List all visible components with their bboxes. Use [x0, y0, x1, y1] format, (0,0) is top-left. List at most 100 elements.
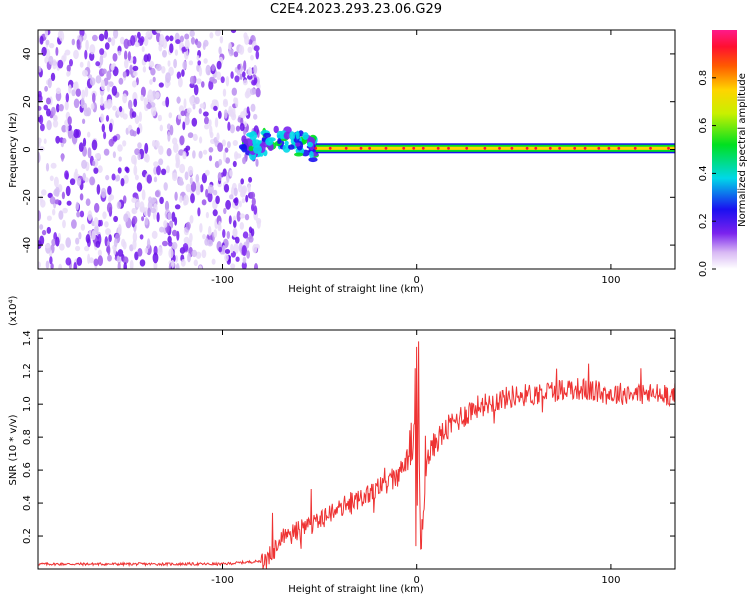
- noise-mark: [141, 216, 145, 222]
- noise-mark: [174, 191, 178, 201]
- noise-mark: [97, 255, 104, 267]
- noise-mark: [55, 236, 60, 247]
- noise-mark: [117, 144, 123, 152]
- noise-mark: [235, 125, 241, 132]
- noise-mark: [182, 60, 187, 70]
- noise-mark: [39, 235, 45, 246]
- noise-mark: [204, 238, 210, 246]
- noise-mark: [203, 58, 208, 64]
- carrier-peak-mark: [633, 146, 637, 150]
- carrier-peak-mark: [583, 146, 587, 150]
- noise-mark: [45, 39, 50, 46]
- noise-mark: [112, 53, 118, 62]
- noise-mark: [246, 106, 250, 114]
- noise-mark: [82, 69, 88, 77]
- noise-mark: [78, 142, 84, 153]
- noise-mark: [64, 170, 69, 180]
- noise-mark: [131, 111, 137, 118]
- noise-mark: [133, 165, 138, 176]
- noise-mark: [117, 167, 122, 174]
- noise-mark: [212, 78, 218, 84]
- noise-mark: [187, 132, 194, 139]
- noise-mark: [157, 114, 162, 122]
- noise-mark: [89, 176, 95, 186]
- noise-mark: [230, 111, 235, 117]
- noise-mark: [134, 148, 141, 156]
- noise-mark: [81, 159, 88, 169]
- transition-mark: [309, 151, 314, 158]
- noise-mark: [224, 147, 229, 153]
- noise-mark: [94, 153, 101, 159]
- noise-mark: [164, 200, 170, 212]
- carrier-peak-mark: [617, 146, 621, 150]
- noise-mark: [58, 104, 64, 112]
- noise-mark: [205, 169, 210, 176]
- noise-mark: [175, 157, 181, 167]
- noise-mark: [105, 174, 110, 181]
- noise-mark: [191, 249, 198, 258]
- noise-mark: [84, 245, 90, 252]
- noise-mark: [117, 261, 121, 269]
- noise-mark: [49, 256, 53, 265]
- transition-mark: [308, 157, 318, 163]
- noise-mark: [38, 66, 42, 73]
- noise-mark: [202, 149, 208, 155]
- noise-mark: [59, 243, 65, 251]
- transition-mark: [265, 137, 274, 146]
- noise-mark: [75, 88, 82, 97]
- noise-mark: [237, 64, 241, 70]
- noise-mark: [144, 247, 149, 254]
- noise-mark: [225, 199, 232, 210]
- noise-mark: [51, 238, 57, 246]
- carrier-peak-mark: [667, 146, 670, 150]
- noise-mark: [202, 42, 206, 50]
- noise-mark: [113, 238, 118, 248]
- noise-mark: [228, 215, 232, 225]
- noise-mark: [167, 60, 171, 67]
- noise-mark: [179, 135, 185, 146]
- noise-mark: [166, 148, 172, 157]
- noise-mark: [238, 200, 242, 208]
- noise-mark: [169, 35, 174, 42]
- noise-mark: [94, 224, 99, 235]
- noise-mark: [211, 258, 216, 265]
- noise-mark: [198, 265, 202, 269]
- noise-mark: [189, 232, 193, 243]
- noise-mark: [53, 114, 58, 122]
- transition-mark: [288, 144, 295, 150]
- noise-mark: [64, 49, 71, 56]
- noise-mark: [234, 197, 239, 206]
- noise-mark: [149, 79, 153, 85]
- noise-mark: [239, 123, 245, 132]
- noise-mark: [169, 124, 174, 136]
- noise-mark: [193, 84, 199, 96]
- noise-mark: [116, 201, 122, 210]
- noise-mark: [178, 77, 183, 88]
- noise-mark: [124, 58, 129, 69]
- noise-mark: [124, 50, 128, 61]
- noise-mark: [95, 240, 101, 248]
- noise-mark: [80, 223, 86, 231]
- noise-mark: [192, 133, 198, 141]
- noise-mark: [142, 66, 147, 73]
- y-tick-label: 1.2: [22, 363, 33, 379]
- noise-mark: [158, 145, 164, 155]
- noise-mark: [240, 186, 246, 197]
- noise-mark: [143, 35, 149, 47]
- noise-mark: [137, 153, 141, 161]
- noise-mark: [115, 174, 121, 182]
- noise-mark: [163, 182, 168, 191]
- noise-mark: [168, 241, 173, 247]
- noise-mark: [134, 42, 140, 48]
- noise-mark: [162, 50, 167, 58]
- noise-mark: [255, 50, 260, 60]
- snr-ylabel: SNR (10 * v/v): [8, 414, 19, 485]
- carrier-peak-mark: [573, 146, 577, 150]
- noise-mark: [159, 226, 165, 233]
- noise-mark: [73, 128, 80, 139]
- noise-mark: [79, 61, 84, 68]
- noise-mark: [203, 111, 209, 117]
- noise-mark: [230, 30, 237, 34]
- noise-mark: [167, 212, 172, 220]
- noise-mark: [208, 225, 212, 237]
